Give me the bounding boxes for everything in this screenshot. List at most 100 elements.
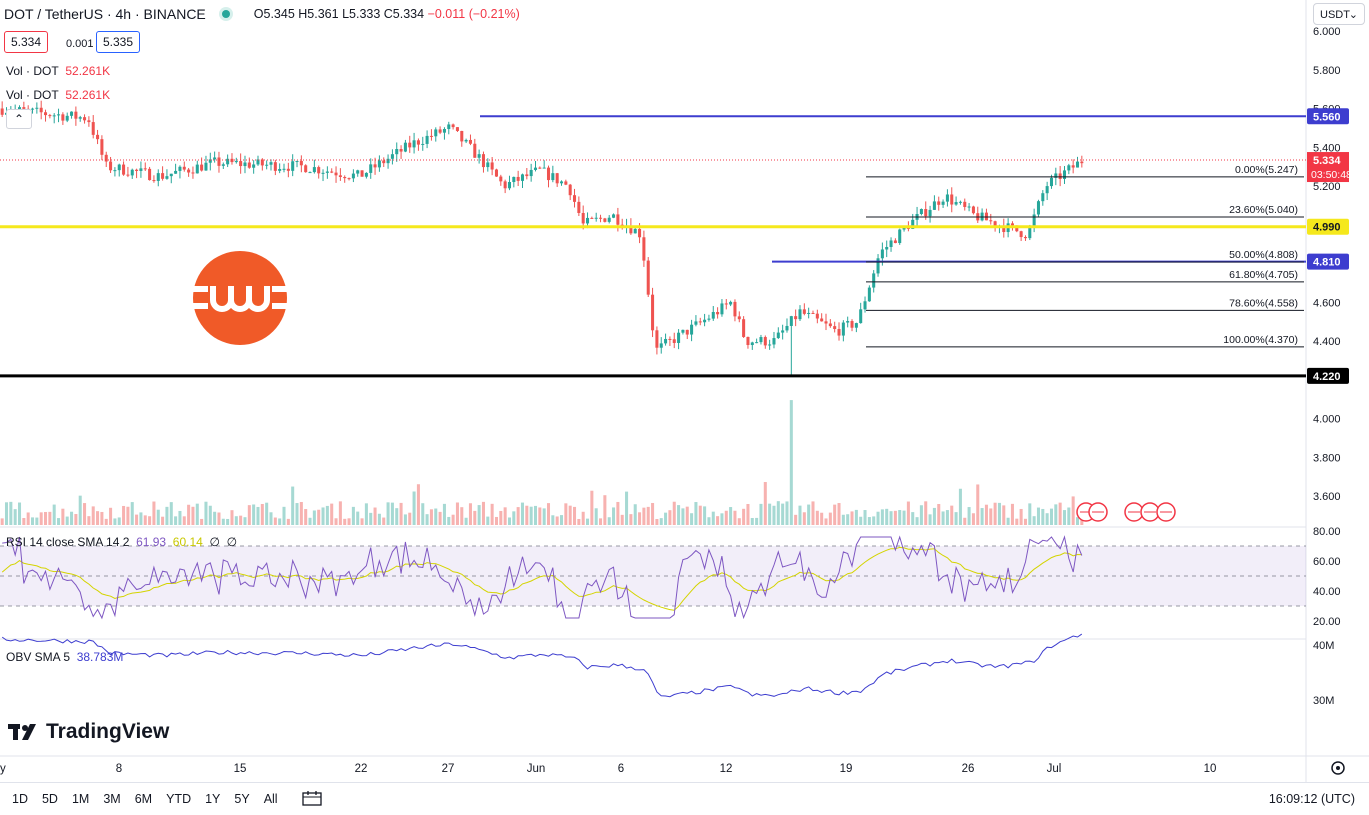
calendar-range-icon[interactable] [301,790,322,809]
volume-bar [113,518,117,525]
volume-bar [256,506,260,525]
volume-bar [928,514,932,525]
volume-bar [1071,496,1075,525]
volume-bar [945,510,949,525]
price-axis-label: 3.600 [1313,491,1341,503]
fib-label: 50.00%(4.808) [1229,249,1298,261]
candle-body [91,122,95,135]
volume-bar [386,502,390,525]
volume-bar [486,516,490,525]
candle-body [74,111,78,119]
candle-body [772,338,776,345]
volume-bar [247,505,251,525]
candle-body [802,309,806,314]
candle-body [525,174,529,177]
candle-body [135,169,139,171]
buy-button[interactable]: 5.335 [96,31,141,53]
candle-body [416,140,420,145]
volume-bar [568,505,572,525]
candle-body [44,112,48,116]
volume-bar [408,512,412,525]
chevron-up-icon[interactable]: ⌃ [6,109,32,129]
candles-group [0,100,1084,525]
candle-body [286,168,290,171]
timeframe-1d[interactable]: 1D [12,792,28,806]
candle-body [516,176,520,181]
volume-bar [325,505,329,525]
level-label-bg [1307,367,1349,384]
volume-bar [317,509,321,525]
volume-bar [672,501,676,525]
volume-bar [1062,510,1067,525]
candle-body [668,338,672,340]
symbol-title[interactable]: DOT / TetherUS · 4h · BINANCE [4,6,206,22]
candle-body [126,174,130,176]
candle-body [256,159,260,165]
candle-body [308,172,312,174]
tradingview-logo[interactable]: TradingView [8,720,169,744]
logo-mark [210,286,270,312]
logo-bar [190,286,208,292]
volume-bar [44,511,48,525]
timeframe-1y[interactable]: 1Y [205,792,221,806]
time-axis-label: 10 [1204,763,1217,775]
volume-bar [61,508,65,525]
volume-bar [425,514,429,525]
candle-body [984,212,988,221]
time-axis-label: 6 [618,763,624,775]
candle-body [590,217,594,219]
volume-bar [516,507,520,525]
candle-body [78,117,82,119]
volume-bar [937,504,941,525]
volume-bar [304,509,308,525]
volume-bar [659,518,663,525]
candle-body [1019,231,1023,238]
utc-clock[interactable]: 16:09:12 (UTC) [1268,792,1355,806]
candle-body [703,319,707,323]
volume-bar [52,504,56,525]
timeframe-5y[interactable]: 5Y [234,792,250,806]
rsi-axis-label: 60.00 [1313,556,1341,568]
volume-bar [490,503,494,525]
candle-body [382,160,386,164]
timeframe-1m[interactable]: 1M [71,792,90,806]
candle-body [958,201,962,203]
fib-label: 100.00%(4.370) [1223,334,1298,346]
candle-body [546,167,551,181]
timeframe-ytd[interactable]: YTD [166,792,192,806]
candle-body [807,312,811,314]
volume-bar [347,518,351,525]
timeframe-5d[interactable]: 5D [41,792,58,806]
volume-bar [785,501,789,525]
candle-body [96,134,100,140]
candle-body [52,115,56,117]
volume-bar [820,512,824,525]
volume-bar [742,508,746,525]
candle-body [347,178,351,180]
candle-body [1062,170,1067,179]
volume-bar [859,516,863,525]
volume-bar [1028,503,1032,525]
candle-body [1036,201,1040,215]
price-countdown: 03:50:48 [1311,169,1352,181]
sell-button[interactable]: 5.334 [4,31,49,53]
candle-body [447,124,451,130]
volume-bar [308,517,312,525]
volume-bar [633,504,637,525]
candle-body [403,142,407,152]
candle-body [993,221,997,227]
timeframe-6m[interactable]: 6M [134,792,153,806]
volume-bar [83,503,87,525]
volume-bar [169,502,173,525]
timeframe-3m[interactable]: 3M [103,792,121,806]
volume-bar [0,518,4,525]
candle-body [48,115,52,117]
candle-body [529,169,533,177]
candle-body [750,342,754,346]
currency-select[interactable]: USDT ⌄ [1313,3,1365,25]
candle-body [360,170,364,177]
timeframe-all[interactable]: All [263,792,278,806]
candle-body [612,214,616,218]
candle-body [698,321,702,323]
